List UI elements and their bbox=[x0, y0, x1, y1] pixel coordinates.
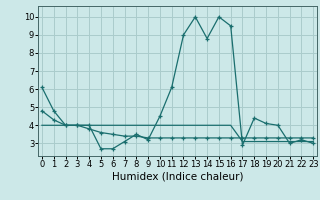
X-axis label: Humidex (Indice chaleur): Humidex (Indice chaleur) bbox=[112, 172, 243, 182]
